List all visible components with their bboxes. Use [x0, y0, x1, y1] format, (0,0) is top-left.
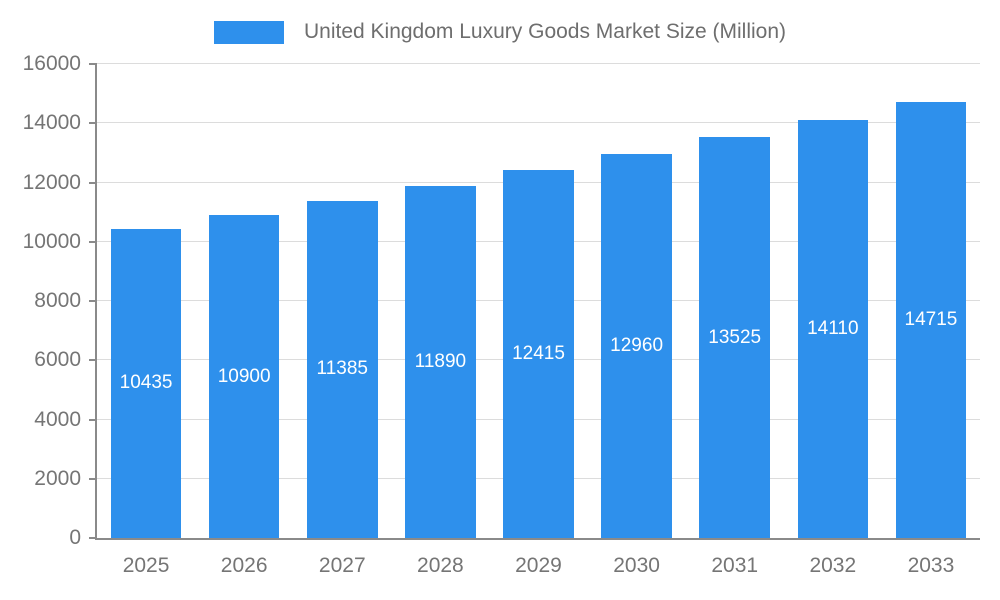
bar-value-2030: 12960: [610, 335, 664, 357]
y-tick-16000: [89, 63, 97, 65]
y-axis-label-8000: 8000: [34, 289, 81, 312]
y-axis-label-6000: 6000: [34, 348, 81, 372]
x-axis-label-2025: 2025: [122, 554, 170, 577]
bar-2032: 14110: [797, 120, 869, 538]
y-axis-label-10000: 10000: [22, 229, 81, 253]
gridline-16000: [97, 63, 980, 64]
bar-value-2032: 14110: [807, 318, 859, 339]
legend: United Kingdom Luxury Goods Market Size …: [0, 20, 1000, 44]
y-axis-label-16000: 16000: [22, 52, 81, 75]
bar-value-2033: 14715: [904, 309, 958, 331]
bar-value-2029: 12415: [512, 343, 565, 365]
x-axis-label-2031: 2031: [711, 554, 759, 577]
y-tick-14000: [89, 122, 97, 125]
bar-value-2028: 11890: [414, 350, 467, 372]
bar-2031: 13525: [699, 137, 771, 538]
y-tick-6000: [89, 359, 97, 362]
bar-value-2031: 13525: [708, 326, 762, 348]
bar-2030: 12960: [601, 154, 672, 538]
bar-2033: 14715: [895, 102, 967, 538]
x-axis-label-2028: 2028: [417, 554, 464, 577]
y-tick-0: [89, 537, 97, 539]
x-axis-label-2026: 2026: [220, 554, 268, 577]
bar-value-2025: 10435: [119, 372, 173, 394]
y-axis-label-2000: 2000: [34, 466, 81, 490]
bar-value-2026: 10900: [217, 365, 271, 387]
bar-2026: 10900: [208, 215, 280, 538]
chart-title: United Kingdom Luxury Goods Market Size …: [303, 20, 787, 43]
y-axis-label-12000: 12000: [22, 170, 81, 194]
y-tick-8000: [89, 300, 97, 302]
plot-area: 0 2000 4000 6000 8000 10000 12000 14000 16000 104…: [23, 52, 980, 577]
y-tick-4000: [89, 418, 97, 421]
y-axis-label-4000: 4000: [34, 407, 81, 431]
y-tick-12000: [89, 181, 97, 184]
x-axis-label-2032: 2032: [809, 554, 857, 577]
bar-value-2027: 11385: [316, 358, 368, 380]
y-tick-10000: [89, 240, 97, 243]
bar-2027: 11385: [306, 200, 378, 538]
y-axis-label-0: 0: [69, 526, 81, 549]
legend-swatch: [213, 20, 284, 44]
bar-2028: 11890: [405, 185, 476, 538]
x-axis-label-2029: 2029: [515, 554, 562, 577]
x-axis-label-2030: 2030: [613, 554, 660, 577]
gridline-14000: [97, 122, 980, 124]
y-tick-2000: [89, 477, 97, 480]
x-axis-label-2027: 2027: [318, 554, 366, 577]
y-axis-label-14000: 14000: [22, 111, 81, 135]
x-axis-label-2033: 2033: [907, 554, 955, 577]
bar-2025: 10435: [110, 228, 182, 538]
bar-2029: 12415: [503, 170, 574, 538]
